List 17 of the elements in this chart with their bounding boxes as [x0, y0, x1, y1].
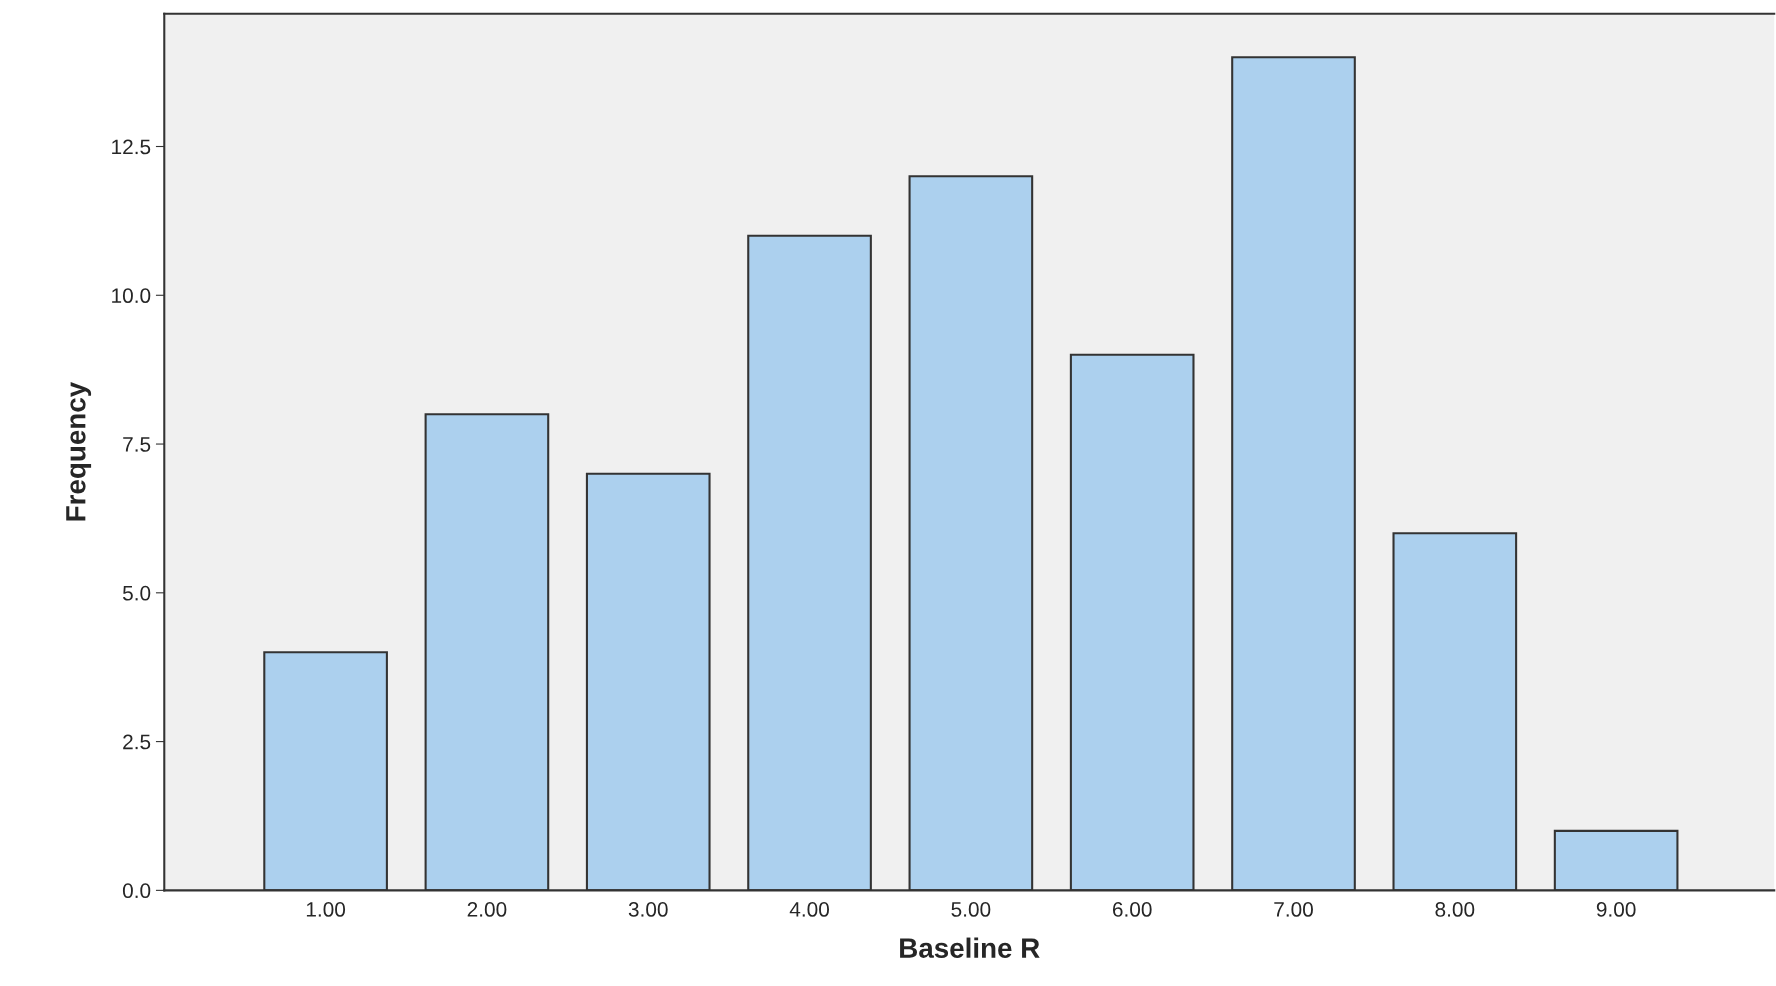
y-tick-label: 5.0	[122, 585, 151, 601]
x-tick-label: 1.00	[306, 902, 346, 917]
x-tick-label: 2.00	[467, 902, 507, 917]
x-tick-label: 9.00	[1596, 902, 1636, 917]
x-tick-label: 5.00	[951, 902, 991, 917]
y-axis-title: Frequency	[66, 381, 92, 521]
x-tick-label: 3.00	[628, 902, 668, 917]
x-tick-label: 8.00	[1435, 902, 1475, 917]
x-tick-label: 6.00	[1112, 902, 1152, 917]
y-tick-label: 2.5	[123, 734, 151, 750]
y-tick-label: 10.0	[112, 288, 151, 304]
x-tick-label: 7.00	[1274, 902, 1313, 917]
y-tick-label: 0.0	[122, 883, 151, 899]
y-tick-label: 7.5	[123, 437, 151, 452]
x-tick-label: 4.00	[789, 902, 830, 917]
x-axis-title: Baseline R	[900, 937, 1040, 958]
y-tick-label: 12.5	[112, 139, 151, 155]
